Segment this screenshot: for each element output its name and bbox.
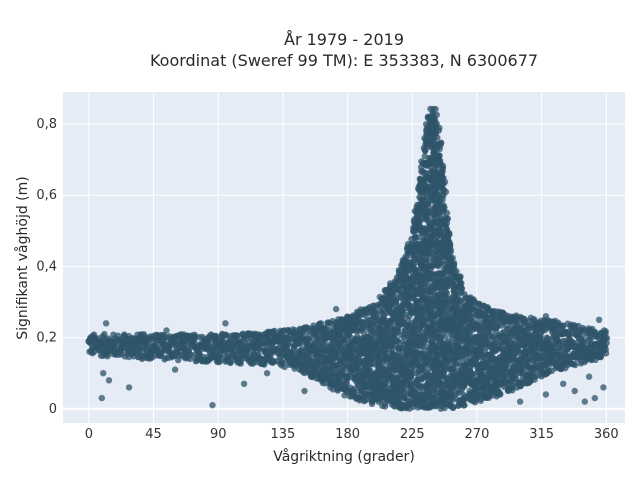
scatter-point	[317, 320, 325, 327]
scatter-point	[440, 202, 447, 209]
scatter-point	[497, 391, 504, 398]
scatter-point	[436, 124, 443, 132]
scatter-point	[278, 358, 286, 366]
scatter-point	[90, 349, 97, 356]
scatter-point	[369, 360, 377, 367]
scatter-point	[458, 285, 466, 292]
scatter-point	[440, 180, 447, 187]
scatter-point	[216, 358, 223, 366]
scatter-point	[255, 346, 262, 353]
scatter-point	[453, 268, 460, 275]
scatter-point	[101, 330, 108, 338]
scatter-point	[461, 401, 468, 409]
scatter-point	[188, 351, 195, 359]
scatter-point	[278, 353, 285, 360]
scatter-points	[85, 105, 611, 412]
scatter-point	[446, 230, 453, 237]
scatter-point	[217, 352, 224, 360]
scatter-point	[572, 361, 579, 369]
scatter-point	[433, 111, 440, 119]
scatter-point	[437, 139, 445, 147]
chart-title: År 1979 - 2019	[284, 30, 404, 49]
scatter-point	[407, 374, 415, 381]
scatter-point	[271, 327, 278, 335]
scatter-point	[438, 165, 446, 172]
scatter-point	[104, 353, 111, 360]
scatter-point	[447, 247, 455, 254]
scatter-point	[315, 335, 322, 342]
scatter-point	[446, 241, 453, 248]
scatter-point	[285, 340, 292, 347]
scatter-point	[432, 105, 439, 113]
scatter-point	[440, 174, 447, 182]
chart-subtitle: Koordinat (Sweref 99 TM): E 353383, N 63…	[150, 51, 538, 70]
scatter-point	[442, 188, 450, 196]
scatter-point	[343, 372, 351, 380]
scatter-point	[434, 134, 441, 141]
scatter-point	[281, 363, 288, 371]
scatter-point	[450, 261, 458, 268]
scatter-point	[443, 215, 451, 222]
scatter-point	[443, 209, 451, 217]
scatter-point	[227, 359, 234, 367]
